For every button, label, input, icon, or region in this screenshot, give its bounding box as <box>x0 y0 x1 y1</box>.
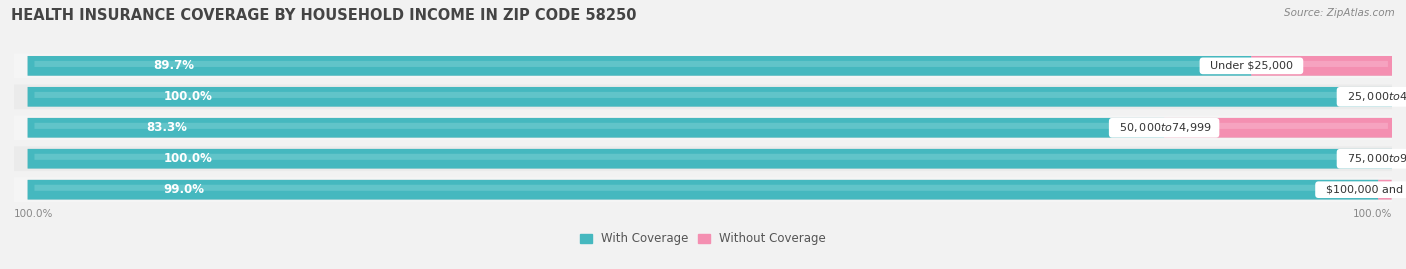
FancyBboxPatch shape <box>28 180 1378 200</box>
FancyBboxPatch shape <box>28 180 1392 200</box>
FancyBboxPatch shape <box>28 56 1251 76</box>
FancyBboxPatch shape <box>28 118 1164 138</box>
FancyBboxPatch shape <box>35 61 1244 67</box>
Text: $100,000 and over: $100,000 and over <box>1319 185 1406 195</box>
FancyBboxPatch shape <box>28 149 1392 169</box>
FancyBboxPatch shape <box>0 115 1406 140</box>
FancyBboxPatch shape <box>0 84 1406 109</box>
FancyBboxPatch shape <box>28 87 1392 107</box>
FancyBboxPatch shape <box>1164 118 1392 138</box>
Text: $75,000 to $99,999: $75,000 to $99,999 <box>1340 152 1406 165</box>
FancyBboxPatch shape <box>1168 123 1388 129</box>
FancyBboxPatch shape <box>1251 56 1392 76</box>
Text: 89.7%: 89.7% <box>153 59 194 72</box>
Text: Under $25,000: Under $25,000 <box>1204 61 1301 71</box>
FancyBboxPatch shape <box>35 154 1385 160</box>
FancyBboxPatch shape <box>0 177 1406 202</box>
FancyBboxPatch shape <box>1256 61 1388 67</box>
FancyBboxPatch shape <box>28 87 1392 107</box>
Text: 100.0%: 100.0% <box>14 209 53 219</box>
FancyBboxPatch shape <box>35 92 1385 98</box>
Legend: With Coverage, Without Coverage: With Coverage, Without Coverage <box>575 227 831 250</box>
Text: 100.0%: 100.0% <box>165 152 212 165</box>
FancyBboxPatch shape <box>0 146 1406 171</box>
FancyBboxPatch shape <box>28 56 1392 76</box>
Text: 83.3%: 83.3% <box>146 121 187 134</box>
FancyBboxPatch shape <box>1382 185 1388 191</box>
FancyBboxPatch shape <box>35 123 1157 129</box>
Text: $25,000 to $49,999: $25,000 to $49,999 <box>1340 90 1406 103</box>
FancyBboxPatch shape <box>35 185 1371 191</box>
FancyBboxPatch shape <box>1378 180 1392 200</box>
Text: $50,000 to $74,999: $50,000 to $74,999 <box>1112 121 1216 134</box>
Text: 100.0%: 100.0% <box>1353 209 1392 219</box>
Text: Source: ZipAtlas.com: Source: ZipAtlas.com <box>1284 8 1395 18</box>
FancyBboxPatch shape <box>28 118 1392 138</box>
FancyBboxPatch shape <box>28 149 1392 169</box>
Text: 100.0%: 100.0% <box>165 90 212 103</box>
FancyBboxPatch shape <box>0 54 1406 78</box>
Text: HEALTH INSURANCE COVERAGE BY HOUSEHOLD INCOME IN ZIP CODE 58250: HEALTH INSURANCE COVERAGE BY HOUSEHOLD I… <box>11 8 637 23</box>
Text: 99.0%: 99.0% <box>163 183 204 196</box>
